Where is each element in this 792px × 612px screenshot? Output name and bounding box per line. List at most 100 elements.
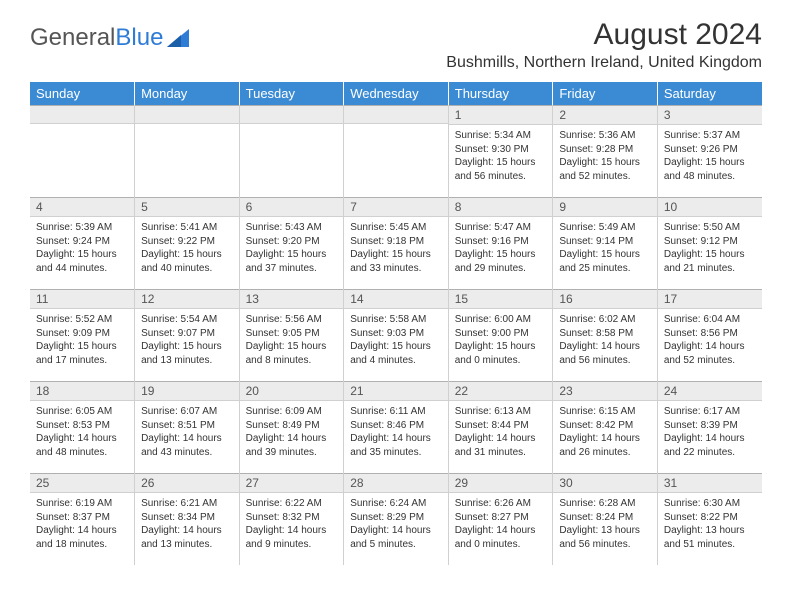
day-details: Sunrise: 5:49 AMSunset: 9:14 PMDaylight:…: [553, 217, 657, 279]
sunset-line: Sunset: 8:42 PM: [559, 419, 651, 433]
day-details: Sunrise: 5:43 AMSunset: 9:20 PMDaylight:…: [240, 217, 344, 279]
sunset-line: Sunset: 8:51 PM: [141, 419, 233, 433]
sunrise-line: Sunrise: 5:56 AM: [246, 313, 338, 327]
day-cell: 17Sunrise: 6:04 AMSunset: 8:56 PMDayligh…: [657, 289, 762, 381]
day-cell: 22Sunrise: 6:13 AMSunset: 8:44 PMDayligh…: [448, 381, 553, 473]
day-details: Sunrise: 6:21 AMSunset: 8:34 PMDaylight:…: [135, 493, 239, 555]
daylight-line: Daylight: 15 hours and 0 minutes.: [455, 340, 547, 367]
day-cell: 24 Sunrise: 6:17 AMSunset: 8:39 PMDayligh…: [657, 381, 762, 473]
day-cell: 8Sunrise: 5:47 AMSunset: 9:16 PMDaylight…: [448, 197, 553, 289]
sunset-line: Sunset: 8:58 PM: [559, 327, 651, 341]
daylight-line: Daylight: 15 hours and 25 minutes.: [559, 248, 651, 275]
day-number: 16: [553, 289, 657, 309]
sunset-line: Sunset: 9:16 PM: [455, 235, 547, 249]
sunrise-line: Sunrise: 6:05 AM: [36, 405, 128, 419]
logo-text-blue: Blue: [115, 24, 163, 52]
daylight-line: Daylight: 14 hours and 43 minutes.: [141, 432, 233, 459]
day-header: Tuesday: [239, 82, 344, 105]
month-title: August 2024: [446, 18, 762, 52]
daylight-line: Daylight: 15 hours and 13 minutes.: [141, 340, 233, 367]
day-cell: 30Sunrise: 6:28 AMSunset: 8:24 PMDayligh…: [553, 473, 658, 565]
day-number: 8: [449, 197, 553, 217]
day-cell: 23Sunrise: 6:15 AMSunset: 8:42 PMDayligh…: [553, 381, 658, 473]
daylight-line: Daylight: 15 hours and 37 minutes.: [246, 248, 338, 275]
sunrise-line: Sunrise: 5:37 AM: [664, 129, 756, 143]
day-header: Monday: [135, 82, 240, 105]
sunset-line: Sunset: 8:49 PM: [246, 419, 338, 433]
day-number: 19: [135, 381, 239, 401]
day-number: 10: [658, 197, 762, 217]
day-number: 30: [553, 473, 657, 493]
sunrise-line: Sunrise: 6:07 AM: [141, 405, 233, 419]
sunrise-line: Sunrise: 6:24 AM: [350, 497, 442, 511]
day-details: Sunrise: 5:36 AMSunset: 9:28 PMDaylight:…: [553, 125, 657, 187]
day-details: Sunrise: 5:50 AMSunset: 9:12 PMDaylight:…: [658, 217, 762, 279]
sunset-line: Sunset: 9:03 PM: [350, 327, 442, 341]
daylight-line: Daylight: 15 hours and 21 minutes.: [664, 248, 756, 275]
empty-day: [30, 105, 134, 124]
day-cell: [135, 105, 240, 197]
day-number: 17: [658, 289, 762, 309]
day-details: Sunrise: 6:22 AMSunset: 8:32 PMDaylight:…: [240, 493, 344, 555]
day-details: Sunrise: 6:19 AMSunset: 8:37 PMDaylight:…: [30, 493, 134, 555]
day-number: 21: [344, 381, 448, 401]
sunset-line: Sunset: 8:56 PM: [664, 327, 756, 341]
day-details: Sunrise: 6:11 AMSunset: 8:46 PMDaylight:…: [344, 401, 448, 463]
day-details: Sunrise: 5:39 AMSunset: 9:24 PMDaylight:…: [30, 217, 134, 279]
daylight-line: Daylight: 14 hours and 26 minutes.: [559, 432, 651, 459]
day-number: 24: [658, 381, 762, 401]
day-number: 23: [553, 381, 657, 401]
day-cell: 18Sunrise: 6:05 AMSunset: 8:53 PMDayligh…: [30, 381, 135, 473]
day-number: 26: [135, 473, 239, 493]
day-cell: 20Sunrise: 6:09 AMSunset: 8:49 PMDayligh…: [239, 381, 344, 473]
sunset-line: Sunset: 8:39 PM: [664, 419, 756, 433]
day-details: Sunrise: 6:26 AMSunset: 8:27 PMDaylight:…: [449, 493, 553, 555]
day-cell: 2Sunrise: 5:36 AMSunset: 9:28 PMDaylight…: [553, 105, 658, 197]
daylight-line: Daylight: 14 hours and 35 minutes.: [350, 432, 442, 459]
day-cell: 15Sunrise: 6:00 AMSunset: 9:00 PMDayligh…: [448, 289, 553, 381]
day-details: Sunrise: 6:28 AMSunset: 8:24 PMDaylight:…: [553, 493, 657, 555]
day-header: Friday: [553, 82, 658, 105]
sunset-line: Sunset: 8:46 PM: [350, 419, 442, 433]
day-header: Wednesday: [344, 82, 449, 105]
daylight-line: Daylight: 14 hours and 22 minutes.: [664, 432, 756, 459]
day-cell: [30, 105, 135, 197]
day-cell: 1Sunrise: 5:34 AMSunset: 9:30 PMDaylight…: [448, 105, 553, 197]
day-number: 7: [344, 197, 448, 217]
daylight-line: Daylight: 15 hours and 4 minutes.: [350, 340, 442, 367]
sunrise-line: Sunrise: 5:52 AM: [36, 313, 128, 327]
sunset-line: Sunset: 9:20 PM: [246, 235, 338, 249]
day-cell: 5Sunrise: 5:41 AMSunset: 9:22 PMDaylight…: [135, 197, 240, 289]
day-cell: [344, 105, 449, 197]
day-number: 5: [135, 197, 239, 217]
sunrise-line: Sunrise: 5:50 AM: [664, 221, 756, 235]
sunrise-line: Sunrise: 6:30 AM: [664, 497, 756, 511]
daylight-line: Daylight: 14 hours and 0 minutes.: [455, 524, 547, 551]
day-cell: 26Sunrise: 6:21 AMSunset: 8:34 PMDayligh…: [135, 473, 240, 565]
calendar-table: SundayMondayTuesdayWednesdayThursdayFrid…: [30, 82, 762, 565]
sunset-line: Sunset: 8:53 PM: [36, 419, 128, 433]
sunrise-line: Sunrise: 6:09 AM: [246, 405, 338, 419]
day-details: Sunrise: 5:47 AMSunset: 9:16 PMDaylight:…: [449, 217, 553, 279]
sunrise-line: Sunrise: 6:13 AM: [455, 405, 547, 419]
week-row: 18Sunrise: 6:05 AMSunset: 8:53 PMDayligh…: [30, 381, 762, 473]
day-cell: 13Sunrise: 5:56 AMSunset: 9:05 PMDayligh…: [239, 289, 344, 381]
day-number: 29: [449, 473, 553, 493]
week-row: 25Sunrise: 6:19 AMSunset: 8:37 PMDayligh…: [30, 473, 762, 565]
sunrise-line: Sunrise: 6:17 AM: [664, 405, 756, 419]
sunrise-line: Sunrise: 5:43 AM: [246, 221, 338, 235]
day-header: Saturday: [657, 82, 762, 105]
calendar-body: 1Sunrise: 5:34 AMSunset: 9:30 PMDaylight…: [30, 105, 762, 565]
day-details: Sunrise: 5:37 AMSunset: 9:26 PMDaylight:…: [658, 125, 762, 187]
daylight-line: Daylight: 13 hours and 56 minutes.: [559, 524, 651, 551]
week-row: 11Sunrise: 5:52 AMSunset: 9:09 PMDayligh…: [30, 289, 762, 381]
day-details: Sunrise: 6:05 AMSunset: 8:53 PMDaylight:…: [30, 401, 134, 463]
sunset-line: Sunset: 8:27 PM: [455, 511, 547, 525]
day-details: Sunrise: 5:34 AMSunset: 9:30 PMDaylight:…: [449, 125, 553, 187]
daylight-line: Daylight: 14 hours and 56 minutes.: [559, 340, 651, 367]
day-cell: 31Sunrise: 6:30 AMSunset: 8:22 PMDayligh…: [657, 473, 762, 565]
day-cell: 4Sunrise: 5:39 AMSunset: 9:24 PMDaylight…: [30, 197, 135, 289]
sunrise-line: Sunrise: 5:41 AM: [141, 221, 233, 235]
week-row: 4Sunrise: 5:39 AMSunset: 9:24 PMDaylight…: [30, 197, 762, 289]
daylight-line: Daylight: 14 hours and 9 minutes.: [246, 524, 338, 551]
